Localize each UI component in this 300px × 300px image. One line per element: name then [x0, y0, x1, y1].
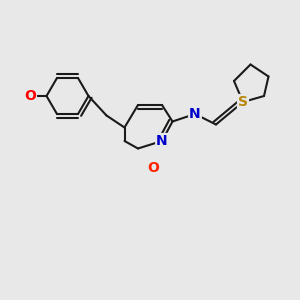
Text: S: S [238, 95, 248, 109]
Text: N: N [156, 134, 168, 148]
Text: O: O [147, 161, 159, 175]
Text: O: O [24, 89, 36, 103]
Text: N: N [189, 107, 201, 121]
